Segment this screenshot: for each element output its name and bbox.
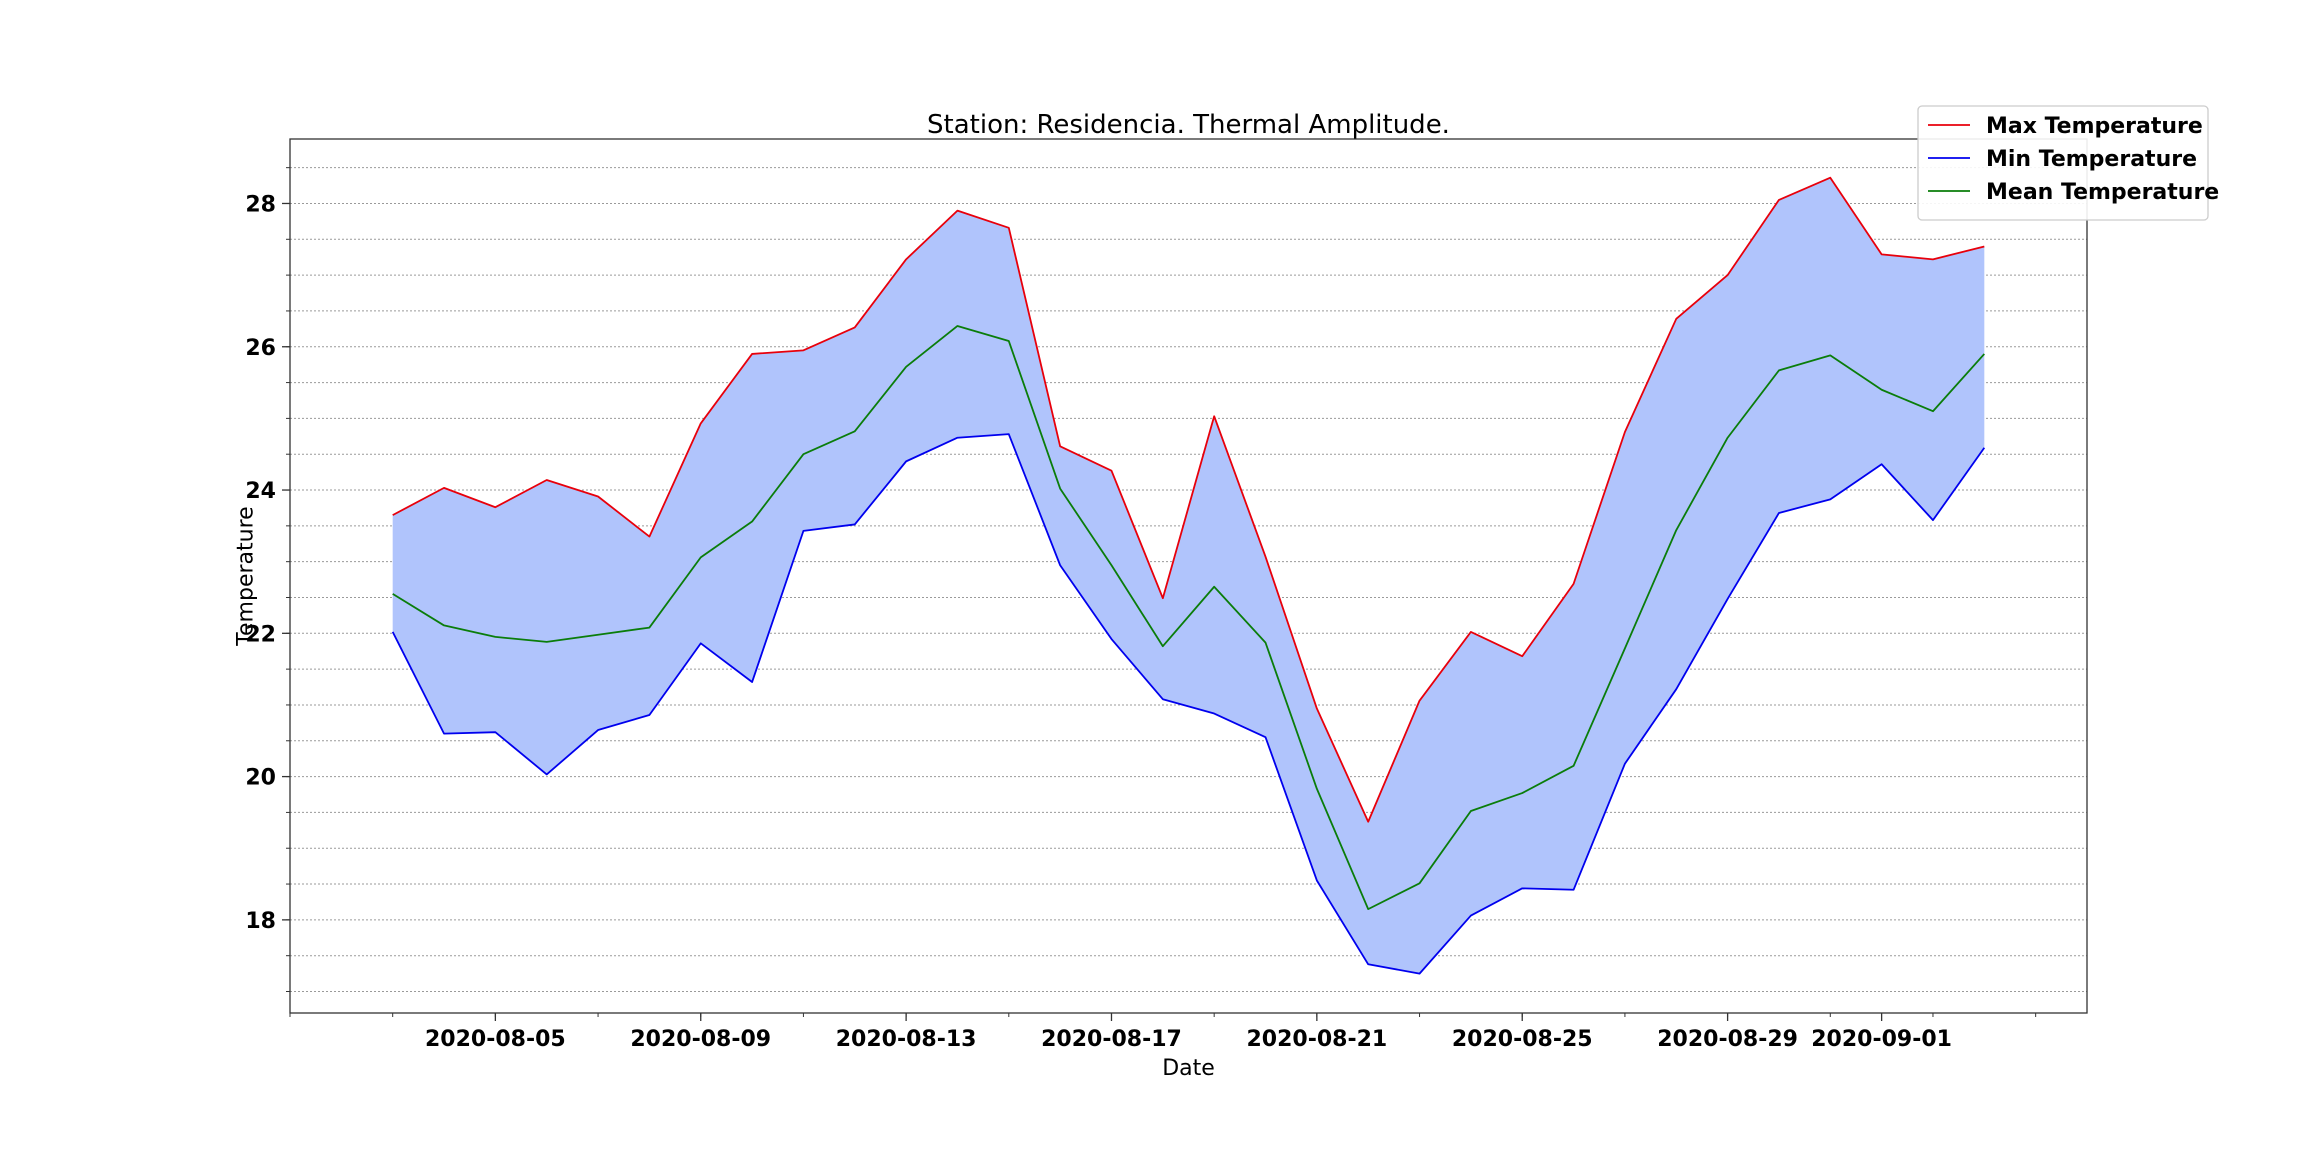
y-tick-label: 18 bbox=[245, 909, 276, 934]
chart-title: Station: Residencia. Thermal Amplitude. bbox=[927, 110, 1450, 140]
y-tick-label: 24 bbox=[245, 479, 276, 504]
amplitude-fill-area bbox=[392, 177, 1985, 974]
x-tick-label: 2020-08-21 bbox=[1246, 1027, 1387, 1052]
plot-frame bbox=[289, 138, 2088, 1014]
legend-label-min-temperature: Min Temperature bbox=[1986, 147, 2197, 172]
x-tick-label: 2020-08-13 bbox=[836, 1027, 977, 1052]
x-axis: 2020-08-05 2020-08-09 2020-08-13 2020-08-17… bbox=[289, 1013, 2037, 1052]
y-axis-label: Temperature bbox=[234, 506, 259, 646]
series-lines bbox=[391, 176, 1986, 975]
y-tick-label: 28 bbox=[245, 192, 276, 217]
series-line-max-temperature bbox=[392, 176, 1985, 823]
series-line-min-temperature bbox=[391, 433, 1986, 975]
legend-label-max-temperature: Max Temperature bbox=[1986, 114, 2203, 139]
x-tick-label: 2020-08-05 bbox=[425, 1027, 566, 1052]
x-tick-label: 2020-08-17 bbox=[1041, 1027, 1182, 1052]
y-tick-label: 20 bbox=[245, 766, 276, 791]
y-axis: 18 20 22 24 26 28 bbox=[245, 167, 290, 993]
x-tick-label: 2020-09-01 bbox=[1811, 1027, 1952, 1052]
y-tick-label: 22 bbox=[245, 622, 276, 647]
legend: Max Temperature Min Temperature Mean Tempe… bbox=[1917, 105, 2219, 221]
x-axis-label: Date bbox=[1162, 1056, 1215, 1081]
x-tick-label: 2020-08-29 bbox=[1657, 1027, 1798, 1052]
y-tick-label: 26 bbox=[245, 336, 276, 361]
legend-box bbox=[1917, 105, 2209, 221]
x-tick-label: 2020-08-09 bbox=[630, 1027, 771, 1052]
x-tick-label: 2020-08-25 bbox=[1452, 1027, 1593, 1052]
series-line-mean-temperature bbox=[392, 325, 1985, 911]
legend-label-mean-temperature: Mean Temperature bbox=[1986, 180, 2219, 205]
